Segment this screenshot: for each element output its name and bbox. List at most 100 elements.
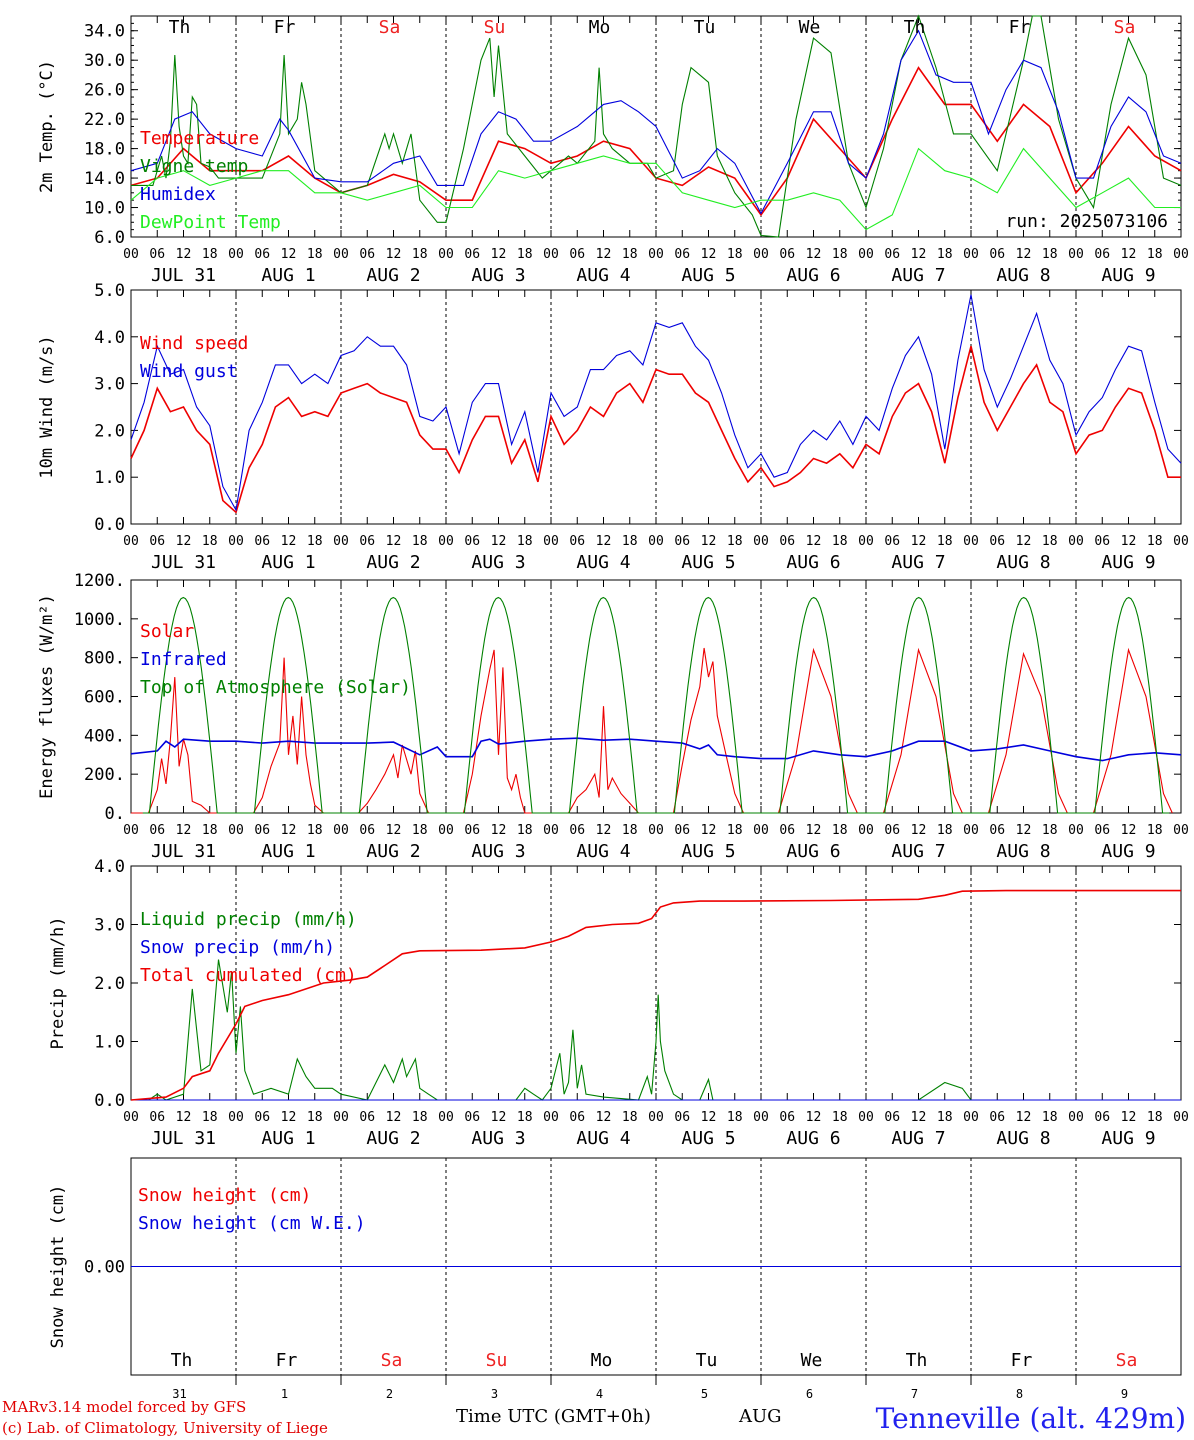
- hour-tick-label: 00: [123, 534, 139, 549]
- hour-tick-label: 00: [963, 1110, 979, 1125]
- hour-tick-label: 12: [386, 534, 402, 549]
- hour-tick-label: 06: [674, 823, 690, 838]
- date-label: AUG 5: [681, 552, 735, 573]
- date-label: AUG 6: [786, 1128, 840, 1149]
- hour-tick-label: 12: [176, 823, 192, 838]
- hour-tick-label: 06: [149, 1110, 165, 1125]
- hour-tick-label: 00: [963, 534, 979, 549]
- hour-tick-label: 06: [884, 247, 900, 262]
- hour-tick-label: 18: [202, 247, 218, 262]
- series-line-top-of-atmosphere-solar-: [142, 596, 1170, 814]
- hour-tick-label: 12: [491, 247, 507, 262]
- hour-tick-label: 18: [937, 247, 953, 262]
- date-label: AUG 1: [261, 841, 315, 862]
- snow-panel-day-name: Tu: [696, 1350, 718, 1371]
- bottom-day-number: 4: [596, 1387, 603, 1401]
- series-line-infrared: [130, 737, 1182, 762]
- lab-credit: (c) Lab. of Climatology, University of L…: [2, 1419, 328, 1437]
- date-label: AUG 3: [471, 1128, 525, 1149]
- hour-tick-label: 06: [674, 247, 690, 262]
- y-tick-label: 26.0: [84, 81, 125, 101]
- hour-tick-label: 06: [569, 534, 585, 549]
- hour-tick-label: 00: [123, 247, 139, 262]
- hour-tick-label: 06: [884, 823, 900, 838]
- chart-panel-2: 10m Wind (m/s): [37, 289, 1182, 525]
- hour-tick-label: 00: [648, 534, 664, 549]
- hour-tick-label: 18: [1147, 247, 1163, 262]
- snow-panel-day-name: Mo: [591, 1350, 613, 1371]
- y-tick-label: 30.0: [84, 51, 125, 71]
- hour-tick-label: 18: [307, 1110, 323, 1125]
- y-tick-label: 6.0: [94, 228, 125, 248]
- hour-tick-label: 06: [1094, 1110, 1110, 1125]
- hour-tick-label: 18: [937, 1110, 953, 1125]
- hour-tick-label: 12: [1121, 247, 1137, 262]
- date-label: AUG 2: [366, 552, 420, 573]
- y-tick-label: 5.0: [94, 281, 125, 301]
- hour-tick-label: 00: [963, 247, 979, 262]
- snow-panel-day-name: Sa: [381, 1350, 403, 1371]
- hour-tick-label: 00: [858, 247, 874, 262]
- y-tick-label: 1.0: [94, 468, 125, 488]
- hour-tick-label: 12: [386, 1110, 402, 1125]
- hour-tick-label: 18: [1042, 823, 1058, 838]
- bottom-day-number: 3: [491, 1387, 498, 1401]
- date-label: AUG 3: [471, 841, 525, 862]
- hour-tick-label: 18: [727, 823, 743, 838]
- hour-tick-label: 18: [622, 247, 638, 262]
- hour-tick-label: 00: [228, 247, 244, 262]
- bottom-day-number: 2: [386, 1387, 393, 1401]
- hour-tick-label: 12: [1016, 1110, 1032, 1125]
- date-label: AUG 1: [261, 265, 315, 286]
- hour-tick-label: 12: [386, 823, 402, 838]
- hour-tick-label: 18: [832, 534, 848, 549]
- hour-tick-label: 18: [622, 823, 638, 838]
- date-label: AUG 8: [996, 552, 1050, 573]
- legend-entry: Total cumulated (cm): [140, 965, 357, 986]
- date-label: AUG 1: [261, 1128, 315, 1149]
- hour-tick-label: 00: [333, 247, 349, 262]
- hour-tick-label: 06: [779, 823, 795, 838]
- hour-tick-label: 00: [543, 247, 559, 262]
- hour-tick-label: 12: [596, 534, 612, 549]
- hour-tick-label: 06: [149, 534, 165, 549]
- y-tick-label: 0.: [105, 804, 125, 824]
- hour-tick-label: 00: [1173, 534, 1189, 549]
- hour-tick-label: 12: [701, 823, 717, 838]
- snow-panel-day-name: We: [801, 1350, 823, 1371]
- series-line-solar: [131, 647, 1173, 814]
- y-tick-label: 600.: [84, 688, 125, 708]
- snow-panel-day-name: Sa: [1116, 1350, 1138, 1371]
- hour-tick-label: 00: [438, 534, 454, 549]
- y-tick-label: 2.0: [94, 421, 125, 441]
- y-tick-label: 400.: [84, 726, 125, 746]
- bottom-day-number: 8: [1016, 1387, 1023, 1401]
- hour-tick-label: 00: [1173, 1110, 1189, 1125]
- hour-tick-label: 18: [1147, 1110, 1163, 1125]
- y-tick-label: 10.0: [84, 199, 125, 219]
- series-line-humidex: [130, 29, 1182, 215]
- hour-tick-label: 00: [648, 1110, 664, 1125]
- date-label: AUG 4: [576, 841, 630, 862]
- hour-tick-label: 12: [386, 247, 402, 262]
- hour-tick-label: 18: [517, 534, 533, 549]
- date-label: JUL 31: [151, 552, 216, 573]
- date-label: AUG 6: [786, 265, 840, 286]
- hour-tick-label: 00: [1068, 1110, 1084, 1125]
- hour-tick-label: 18: [1042, 534, 1058, 549]
- hour-tick-label: 00: [228, 823, 244, 838]
- chart-panel-5: Snow height (cm): [48, 1157, 1182, 1376]
- hour-tick-label: 18: [1147, 534, 1163, 549]
- y-tick-label: 18.0: [84, 140, 125, 160]
- y-tick-label: 4.0: [94, 328, 125, 348]
- chart-panel-3: Energy fluxes (W/m²): [37, 579, 1182, 814]
- legend-entry: Temperature: [140, 128, 259, 149]
- legend-entry: Liquid precip (mm/h): [140, 909, 357, 930]
- y-tick-label: 1000.: [74, 610, 125, 630]
- date-label: AUG 4: [576, 1128, 630, 1149]
- y-tick-label: 3.0: [94, 375, 125, 395]
- hour-tick-label: 18: [727, 534, 743, 549]
- day-name: Th: [169, 17, 191, 38]
- hour-tick-label: 06: [149, 247, 165, 262]
